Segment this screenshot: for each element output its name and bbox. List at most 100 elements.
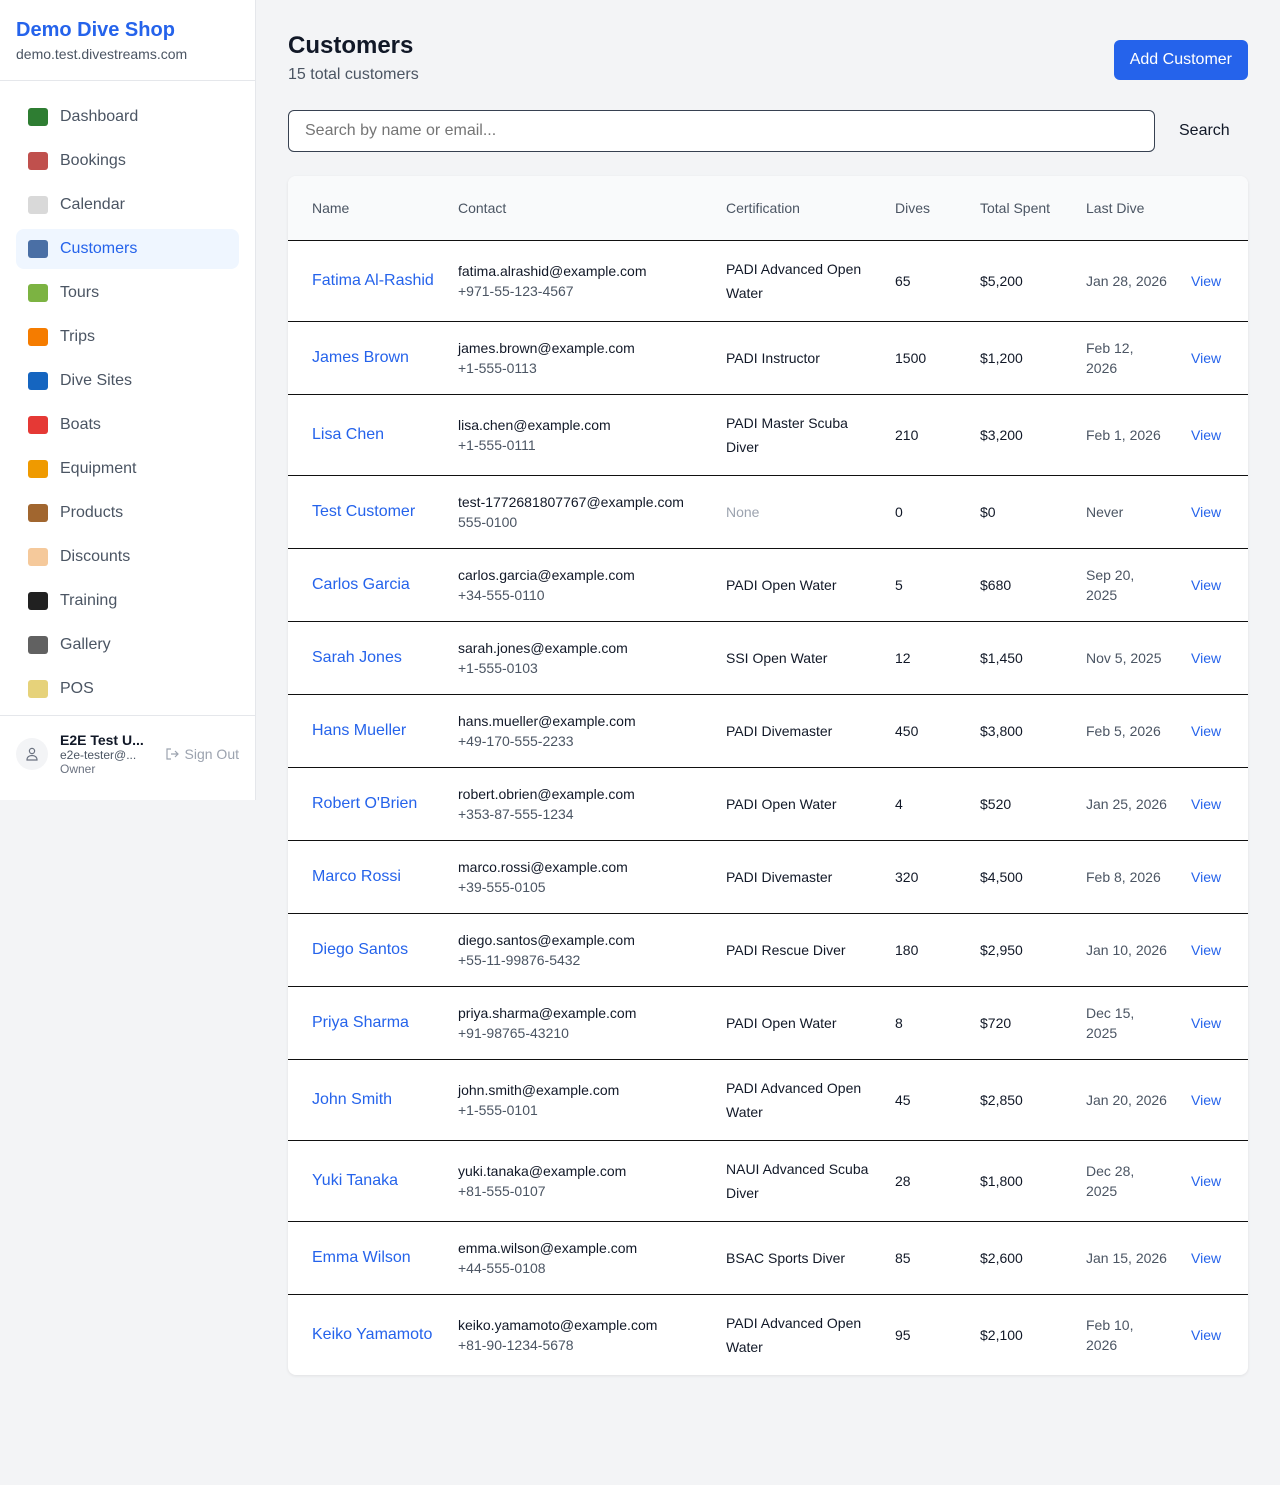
certification: PADI Advanced Open Water	[702, 1059, 871, 1141]
sign-out-button[interactable]: Sign Out	[165, 746, 239, 762]
customer-name-link[interactable]: Priya Sharma	[312, 1013, 409, 1031]
sidebar-item-discounts[interactable]: Discounts	[16, 537, 239, 577]
last-dive: Feb 8, 2026	[1062, 840, 1167, 914]
view-link[interactable]: View	[1191, 503, 1222, 520]
sidebar-item-products[interactable]: Products	[16, 493, 239, 533]
sidebar-item-label: Gallery	[60, 636, 111, 653]
certification: PADI Master Scuba Diver	[702, 394, 871, 476]
customer-name-link[interactable]: Yuki Tanaka	[312, 1171, 398, 1189]
shop-name[interactable]: Demo Dive Shop	[16, 19, 175, 41]
column-header-name: Name	[288, 176, 434, 241]
customer-name-link[interactable]: Fatima Al-Rashid	[312, 271, 434, 289]
user-email: e2e-tester@...	[60, 748, 137, 762]
total-spent: $720	[956, 986, 1062, 1060]
sidebar-item-equipment[interactable]: Equipment	[16, 449, 239, 489]
dives: 210	[871, 394, 956, 476]
last-dive: Jan 15, 2026	[1062, 1221, 1167, 1295]
view-link[interactable]: View	[1191, 722, 1222, 739]
customer-phone: +81-90-1234-5678	[458, 1336, 574, 1353]
customer-name-link[interactable]: Robert O'Brien	[312, 794, 418, 812]
customer-name-link[interactable]: Emma Wilson	[312, 1248, 411, 1266]
sidebar-item-tours[interactable]: Tours	[16, 273, 239, 313]
total-spent: $0	[956, 475, 1062, 549]
total-spent: $680	[956, 548, 1062, 622]
column-header-certification: Certification	[702, 176, 871, 241]
view-link[interactable]: View	[1191, 868, 1222, 885]
customer-name-link[interactable]: Diego Santos	[312, 940, 409, 958]
sidebar-item-bookings[interactable]: Bookings	[16, 141, 239, 181]
sidebar-item-label: Customers	[60, 240, 138, 257]
customer-name-link[interactable]: Carlos Garcia	[312, 575, 410, 593]
customer-name-link[interactable]: John Smith	[312, 1090, 393, 1108]
sidebar-item-label: Dive Sites	[60, 372, 133, 389]
view-link[interactable]: View	[1191, 426, 1222, 443]
sidebar-item-label: Products	[60, 504, 124, 521]
sidebar-item-trips[interactable]: Trips	[16, 317, 239, 357]
certification: PADI Advanced Open Water	[726, 1314, 862, 1355]
table-row: Emma Wilson emma.wilson@example.com +44-5…	[288, 1221, 1248, 1295]
customer-name-link[interactable]: Marco Rossi	[312, 867, 401, 885]
spiral-calendar-icon	[28, 196, 48, 214]
camera-flash-icon	[28, 636, 48, 654]
customer-name-link[interactable]: Lisa Chen	[312, 425, 385, 443]
search-button[interactable]: Search	[1179, 122, 1230, 139]
certification: SSI Open Water	[702, 621, 871, 695]
table-row: Marco Rossi marco.rossi@example.com +39-5…	[288, 840, 1248, 914]
total-spent: $4,500	[956, 840, 1062, 914]
view-link[interactable]: View	[1191, 1014, 1222, 1031]
view-link[interactable]: View	[1191, 795, 1222, 812]
column-header-total-spent: Total Spent	[956, 176, 1062, 241]
user-role: Owner	[60, 762, 96, 776]
certification: PADI Open Water	[702, 548, 871, 622]
sailboat-icon	[28, 416, 48, 434]
view-link[interactable]: View	[1191, 649, 1222, 666]
user-name: E2E Test U...	[60, 732, 144, 748]
customer-email: john.smith@example.com	[458, 1081, 620, 1098]
customer-name-link[interactable]: Hans Mueller	[312, 721, 407, 739]
customer-email: emma.wilson@example.com	[458, 1239, 638, 1256]
sidebar-item-pos[interactable]: POS	[16, 669, 239, 709]
table-row: Lisa Chen lisa.chen@example.com +1-555-01…	[288, 394, 1248, 476]
table-row: Fatima Al-Rashid fatima.alrashid@example…	[288, 240, 1248, 322]
sidebar-item-gallery[interactable]: Gallery	[16, 625, 239, 665]
customer-phone: +44-555-0108	[458, 1259, 546, 1276]
sidebar-item-training[interactable]: Training	[16, 581, 239, 621]
sidebar-item-label: Training	[60, 592, 118, 609]
dives: 320	[871, 840, 956, 914]
sidebar-item-boats[interactable]: Boats	[16, 405, 239, 445]
sidebar-item-calendar[interactable]: Calendar	[16, 185, 239, 225]
customer-email: keiko.yamamoto@example.com	[458, 1316, 658, 1333]
graduation-cap-icon	[28, 592, 48, 610]
column-header-actions	[1167, 176, 1248, 241]
table-row: Keiko Yamamoto keiko.yamamoto@example.co…	[288, 1294, 1248, 1375]
sidebar-item-dive-sites[interactable]: Dive Sites	[16, 361, 239, 401]
customer-name-link[interactable]: Test Customer	[312, 502, 416, 520]
table-row: James Brown james.brown@example.com +1-55…	[288, 321, 1248, 395]
wave-icon	[28, 372, 48, 390]
view-link[interactable]: View	[1191, 1172, 1222, 1189]
customer-name-link[interactable]: Sarah Jones	[312, 648, 402, 666]
dives: 8	[871, 986, 956, 1060]
customer-name-link[interactable]: James Brown	[312, 348, 409, 366]
view-link[interactable]: View	[1191, 1091, 1222, 1108]
certification: PADI Open Water	[702, 986, 871, 1060]
customer-name-link[interactable]: Keiko Yamamoto	[312, 1325, 433, 1343]
customer-email: test-1772681807767@example.com	[458, 493, 684, 510]
view-link[interactable]: View	[1191, 272, 1222, 289]
view-link[interactable]: View	[1191, 349, 1222, 366]
view-link[interactable]: View	[1191, 941, 1222, 958]
sidebar-item-dashboard[interactable]: Dashboard	[16, 97, 239, 137]
add-customer-button[interactable]: Add Customer	[1113, 40, 1248, 80]
customer-email: diego.santos@example.com	[458, 931, 635, 948]
view-link[interactable]: View	[1191, 1249, 1222, 1266]
view-link[interactable]: View	[1191, 1326, 1222, 1343]
sidebar-item-customers[interactable]: Customers	[16, 229, 239, 269]
customer-email: fatima.alrashid@example.com	[458, 262, 647, 279]
total-spent: $5,200	[956, 240, 1062, 322]
page-title: Customers	[288, 32, 414, 59]
search-input[interactable]	[288, 110, 1155, 152]
view-link[interactable]: View	[1191, 576, 1222, 593]
total-spent: $2,100	[980, 1326, 1023, 1343]
dives: 28	[871, 1140, 956, 1222]
shop-domain: demo.test.divestreams.com	[16, 46, 188, 62]
